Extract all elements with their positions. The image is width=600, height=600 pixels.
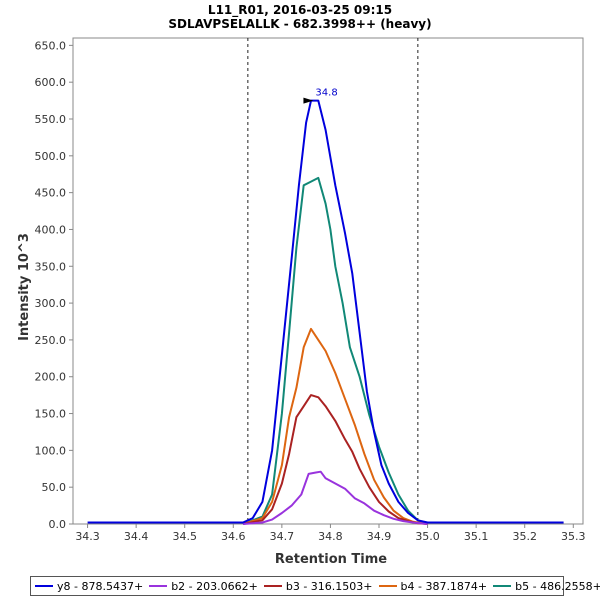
legend-label: b4 - 387.1874+ [400, 579, 488, 593]
y-tick-label: 300.0 [35, 297, 67, 310]
legend-label: y8 - 878.5437+ [57, 579, 144, 593]
chart-title: L11_R01, 2016-03-25 09:15 [208, 3, 392, 18]
y-axis: 0.0 50.0 100.0 150.0 200.0 250.0 300.0 350.0 400… [35, 39, 73, 531]
series-group [87, 99, 564, 525]
series-line-b3 [242, 394, 428, 525]
series-line-y8 [87, 99, 564, 524]
legend-swatch [149, 585, 168, 587]
integration-boundaries [247, 38, 419, 524]
y-axis-label: Intensity 10^3 [17, 233, 32, 341]
y-tick-label: 550.0 [35, 113, 67, 126]
x-tick-label: 34.6 [221, 530, 246, 543]
y-tick-label: 350.0 [35, 260, 67, 273]
x-tick-label: 35.3 [561, 530, 586, 543]
y-tick-label: 600.0 [35, 76, 67, 89]
y-tick-label: 0.0 [49, 518, 67, 531]
y-tick-label: 150.0 [35, 408, 67, 421]
chart-subtitle: SDLAVPSELALLK - 682.3998++ (heavy) [168, 17, 431, 31]
legend-item-b2: b2 - 203.0662+ [149, 580, 258, 593]
x-tick-label: 35.0 [415, 530, 440, 543]
peak-annotation-group: 34.8 [303, 88, 338, 104]
y-tick-label: 100.0 [35, 444, 67, 457]
legend-item-y8: y8 - 878.5437+ [35, 580, 143, 593]
x-axis-label: Retention Time [275, 552, 387, 567]
legend-label: b3 - 316.1503+ [285, 579, 373, 593]
series-line-b2 [242, 470, 428, 525]
legend-swatch [493, 585, 512, 587]
legend-item-b3: b3 - 316.1503+ [263, 579, 373, 593]
x-tick-label: 34.7 [270, 530, 295, 543]
y-tick-label: 200.0 [35, 371, 67, 384]
plot-area[interactable] [72, 37, 584, 525]
y-tick-label: 250.0 [35, 334, 67, 347]
x-tick-label: 34.4 [124, 530, 149, 543]
peak-marker-arrow [303, 97, 314, 104]
x-tick-label: 35.2 [512, 530, 537, 543]
y-tick-label: 400.0 [35, 223, 67, 236]
series-line-b4 [242, 327, 428, 525]
legend-label: b5 - 486.2558+ [515, 579, 600, 593]
x-axis: 34.3 34.4 34.5 34.6 34.7 34.8 34.9 35.0 35.1 35.2… [75, 524, 586, 543]
y-tick-label: 650.0 [35, 39, 67, 52]
x-tick-label: 34.3 [75, 530, 100, 543]
legend: y8 - 878.5437+ b2 - 203.0662+ b3 - 316.150… [30, 576, 600, 596]
y-tick-label: 50.0 [42, 481, 67, 494]
y-tick-label: 500.0 [35, 150, 67, 163]
series-line-b5 [242, 176, 428, 525]
legend-item-b5: b5 - 486.2558+ [493, 580, 600, 593]
x-tick-label: 34.9 [367, 530, 392, 543]
legend-label: b2 - 203.0662+ [171, 579, 258, 593]
legend-item-b4: b4 - 387.1874+ [378, 579, 488, 593]
legend-swatch [263, 585, 282, 587]
peak-annotation-label: 34.8 [315, 88, 337, 99]
x-tick-label: 34.8 [318, 530, 343, 543]
y-tick-label: 450.0 [35, 187, 67, 200]
x-tick-label: 34.5 [172, 530, 197, 543]
x-tick-label: 35.1 [464, 530, 489, 543]
legend-swatch [378, 585, 397, 587]
legend-swatch [35, 585, 53, 587]
